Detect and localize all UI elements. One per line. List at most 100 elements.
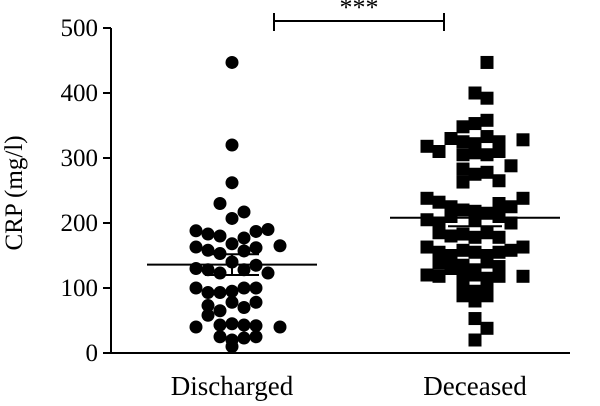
discharged-point bbox=[225, 340, 239, 353]
discharged-point bbox=[237, 301, 251, 314]
deceased-point bbox=[468, 333, 482, 347]
y-tick-label: 0 bbox=[86, 340, 99, 367]
discharged-point bbox=[249, 295, 263, 309]
y-axis-title: CRP (mg/l) bbox=[1, 135, 28, 250]
deceased-point bbox=[420, 191, 434, 205]
deceased-point bbox=[456, 120, 470, 134]
deceased-point bbox=[432, 145, 446, 158]
deceased-point bbox=[468, 312, 482, 326]
discharged-point bbox=[273, 239, 287, 253]
deceased-point bbox=[480, 55, 494, 69]
deceased-point bbox=[420, 268, 434, 282]
discharged-point bbox=[189, 320, 203, 334]
category-label: Deceased bbox=[423, 371, 527, 401]
deceased-point bbox=[468, 230, 482, 244]
deceased-point bbox=[480, 165, 494, 179]
discharged-point bbox=[237, 244, 251, 258]
deceased-point bbox=[420, 213, 434, 227]
deceased-point bbox=[468, 86, 482, 100]
deceased-point bbox=[456, 148, 470, 162]
deceased-point bbox=[468, 146, 482, 160]
discharged-point bbox=[249, 281, 263, 295]
discharged-point bbox=[225, 237, 239, 251]
mean-sem-lines bbox=[147, 208, 560, 276]
deceased-point bbox=[492, 230, 506, 244]
deceased-point bbox=[432, 245, 446, 259]
deceased-point bbox=[444, 210, 458, 223]
deceased-point bbox=[444, 132, 458, 145]
deceased-point bbox=[516, 269, 530, 283]
y-tick-label: 200 bbox=[61, 210, 99, 237]
discharged-point bbox=[225, 317, 239, 331]
discharged-point bbox=[201, 308, 215, 322]
deceased-point bbox=[468, 245, 482, 259]
discharged-point bbox=[213, 229, 227, 243]
deceased-point bbox=[456, 227, 470, 241]
deceased-point bbox=[492, 174, 506, 188]
discharged-point bbox=[225, 211, 239, 225]
discharged-point bbox=[225, 295, 239, 309]
discharged-point bbox=[201, 263, 215, 277]
deceased-point bbox=[480, 113, 494, 127]
deceased-point bbox=[504, 243, 518, 257]
deceased-point bbox=[468, 117, 482, 131]
deceased-point bbox=[456, 175, 470, 189]
discharged-point bbox=[213, 304, 227, 318]
axes bbox=[110, 28, 570, 354]
discharged-point bbox=[225, 176, 239, 190]
discharged-point bbox=[273, 320, 287, 334]
deceased-point bbox=[492, 197, 506, 210]
data-points bbox=[189, 55, 530, 353]
discharged-point bbox=[237, 318, 251, 332]
deceased-point bbox=[480, 321, 494, 335]
discharged-point bbox=[225, 284, 239, 298]
deceased-point bbox=[492, 145, 506, 158]
deceased-point bbox=[480, 255, 494, 269]
discharged-point bbox=[237, 205, 251, 219]
deceased-point bbox=[420, 240, 434, 254]
discharged-point bbox=[237, 263, 251, 277]
significance-bracket: *** bbox=[273, 0, 445, 31]
deceased-point bbox=[516, 191, 530, 205]
deceased-point bbox=[480, 289, 494, 303]
discharged-point bbox=[249, 224, 263, 238]
discharged-point bbox=[225, 55, 239, 69]
discharged-point bbox=[225, 138, 239, 152]
deceased-point bbox=[480, 148, 494, 162]
deceased-point bbox=[456, 243, 470, 257]
discharged-point bbox=[237, 231, 251, 245]
discharged-point bbox=[249, 330, 263, 344]
deceased-point bbox=[516, 133, 530, 147]
deceased-point bbox=[444, 229, 458, 243]
y-tick-label: 100 bbox=[61, 275, 99, 302]
deceased-point bbox=[468, 167, 482, 181]
y-axis-ticks: 0 100 200 300 400 500 bbox=[61, 15, 111, 367]
discharged-point bbox=[249, 241, 263, 255]
deceased-point bbox=[432, 226, 446, 240]
deceased-point bbox=[432, 269, 446, 283]
deceased-point bbox=[456, 289, 470, 303]
discharged-point bbox=[213, 197, 227, 210]
category-labels: Discharged Deceased bbox=[171, 371, 527, 401]
deceased-point bbox=[444, 262, 458, 275]
discharged-point bbox=[261, 266, 275, 280]
y-tick-label: 400 bbox=[61, 80, 99, 107]
discharged-point bbox=[201, 299, 215, 313]
deceased-point bbox=[492, 269, 506, 283]
discharged-point bbox=[261, 223, 275, 236]
deceased-point bbox=[444, 249, 458, 262]
discharged-point bbox=[201, 286, 215, 300]
deceased-point bbox=[468, 268, 482, 282]
deceased-point bbox=[456, 135, 470, 149]
discharged-point bbox=[189, 240, 203, 254]
deceased-point bbox=[516, 240, 530, 254]
discharged-point bbox=[189, 281, 203, 295]
discharged-point bbox=[213, 318, 227, 332]
deceased-point bbox=[456, 269, 470, 283]
deceased-point bbox=[480, 130, 494, 144]
deceased-point bbox=[432, 195, 446, 209]
discharged-point bbox=[213, 266, 227, 280]
discharged-point bbox=[249, 319, 263, 333]
deceased-point bbox=[504, 200, 518, 214]
